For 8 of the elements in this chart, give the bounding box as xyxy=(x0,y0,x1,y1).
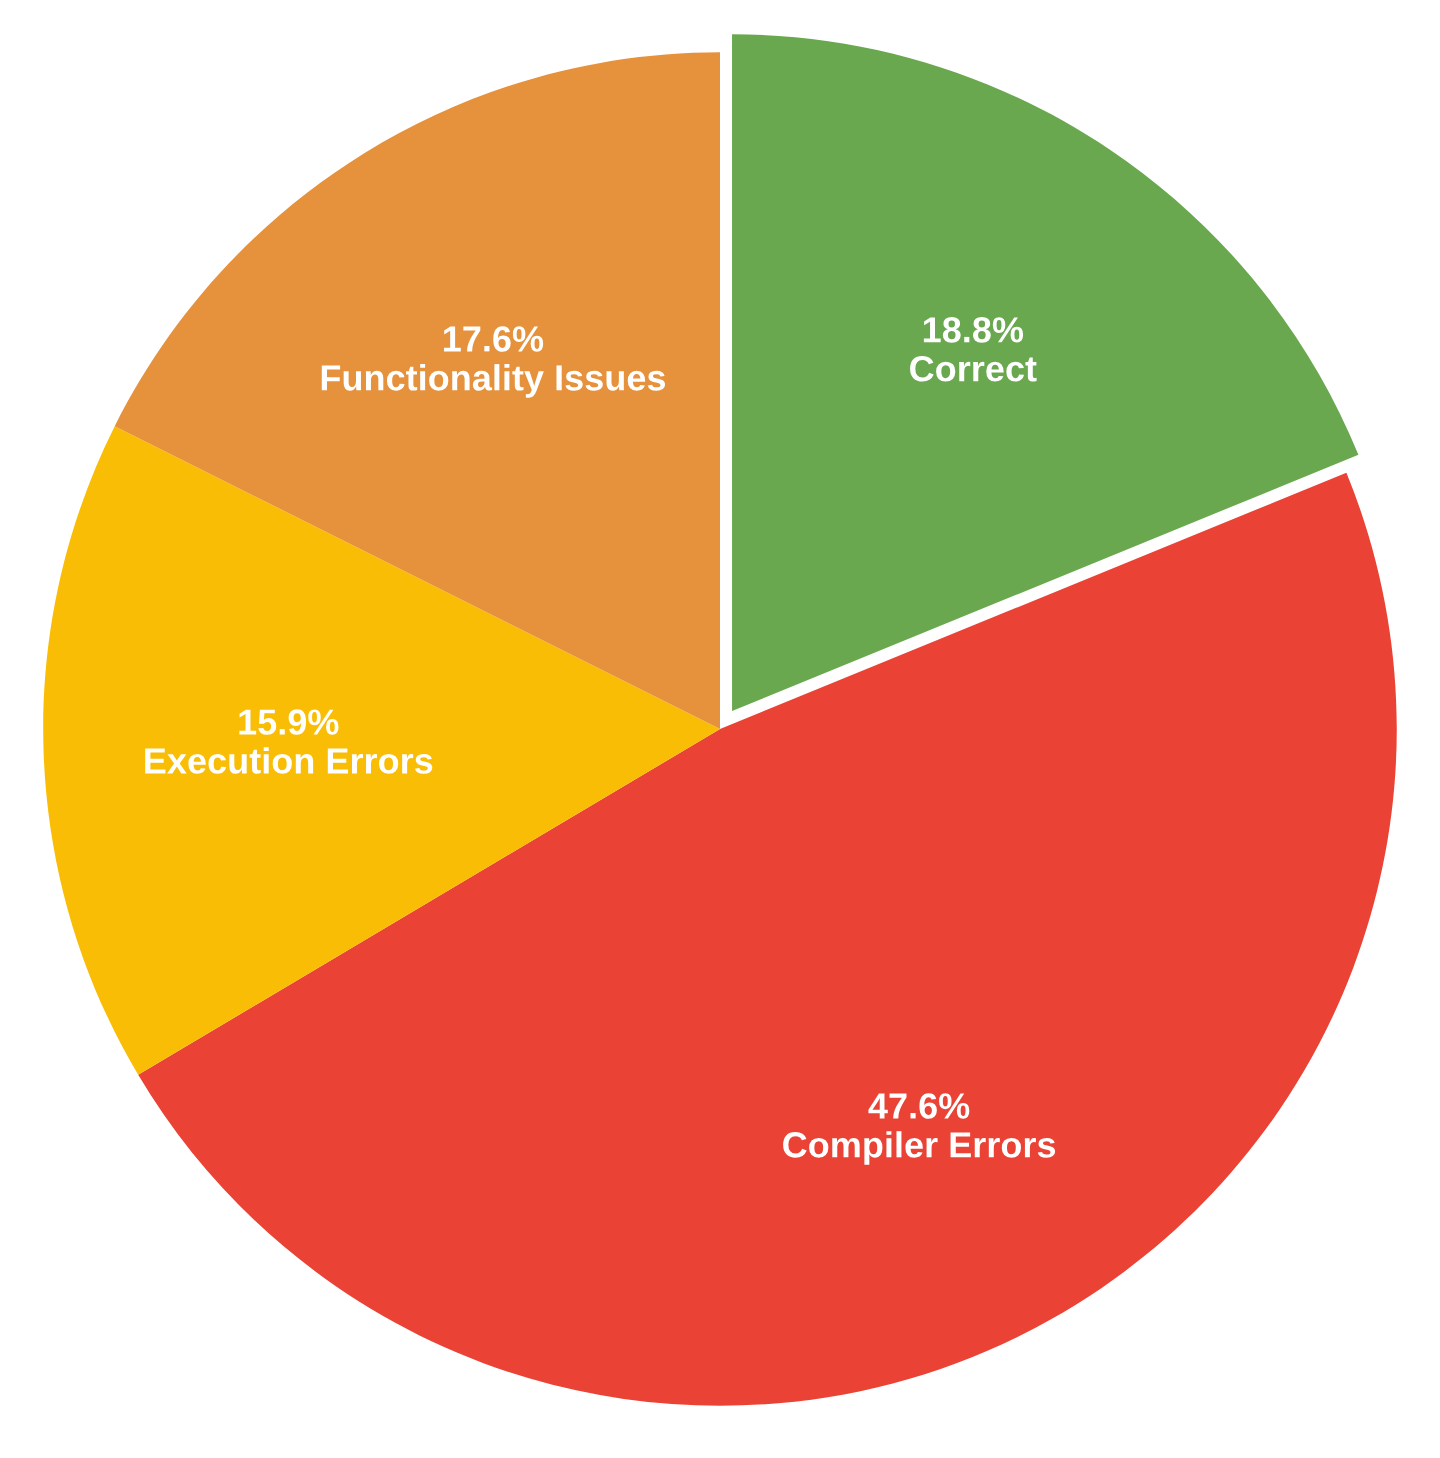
data-label: 17.6% xyxy=(444,326,544,352)
slice-label: Compiler Errors xyxy=(783,1131,1056,1165)
data-label: 18.8% xyxy=(923,317,1024,343)
data-label: 15.9% xyxy=(239,709,339,735)
slice-label: Correct xyxy=(910,355,1037,382)
slice-label: Functionality Issues xyxy=(321,364,666,398)
data-label: 47.6% xyxy=(868,1093,970,1119)
slice-label: Execution Errors xyxy=(145,747,433,774)
